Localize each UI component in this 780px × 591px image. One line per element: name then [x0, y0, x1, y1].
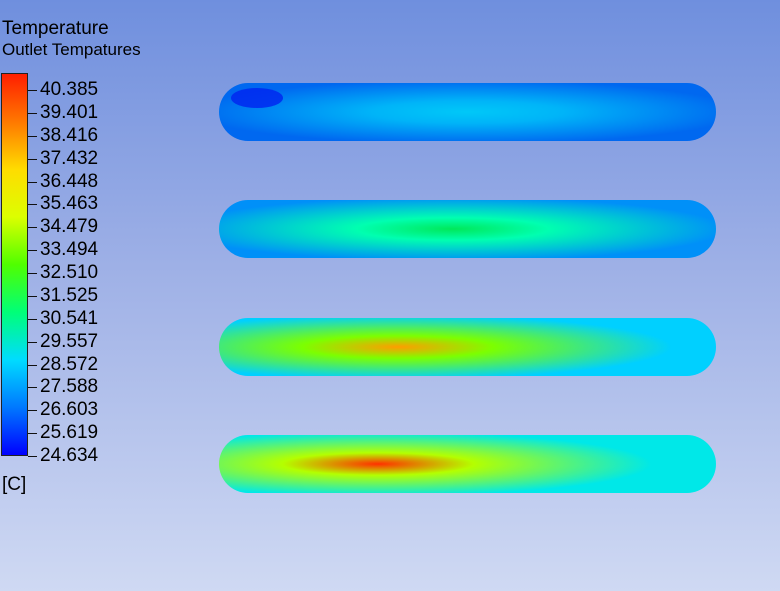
scale-tick-label: 32.510 — [40, 262, 99, 283]
scale-tick-mark — [28, 136, 37, 137]
scale-tick-mark — [28, 410, 37, 411]
scale-tick-mark — [28, 250, 37, 251]
scale-tick-label: 40.385 — [40, 79, 99, 100]
scale-tick-mark — [28, 204, 37, 205]
scale-tick-mark — [28, 159, 37, 160]
scale-tick-mark — [28, 365, 37, 366]
scale-tick-label: 26.603 — [40, 399, 99, 420]
color-scale-ticks: 40.385 39.401 38.416 37.432 36.448 35.463 34.4… — [0, 0, 120, 591]
legend-unit: [C] — [2, 474, 27, 495]
scale-tick-label: 38.416 — [40, 125, 99, 146]
legend-title: Temperature — [2, 18, 109, 39]
scale-tick-mark — [28, 227, 37, 228]
outlet-1-contour — [219, 83, 716, 141]
scale-tick-mark — [28, 90, 37, 91]
scale-tick-label: 24.634 — [40, 445, 99, 466]
scale-tick-mark — [28, 182, 37, 183]
scale-tick-label: 33.494 — [40, 239, 99, 260]
scale-tick-mark — [28, 387, 37, 388]
scale-tick-mark — [28, 273, 37, 274]
scale-tick-label: 31.525 — [40, 285, 99, 306]
outlet-3-contour — [219, 318, 716, 376]
scale-tick-label: 25.619 — [40, 422, 99, 443]
outlet-4-contour — [219, 435, 716, 493]
scale-tick-mark — [28, 456, 37, 457]
outlet-1-cold-spot — [231, 88, 283, 108]
scale-tick-label: 36.448 — [40, 171, 99, 192]
scale-tick-label: 35.463 — [40, 193, 99, 214]
scale-tick-label: 30.541 — [40, 308, 99, 329]
legend-subtitle: Outlet Tempatures — [2, 40, 141, 59]
scale-tick-label: 37.432 — [40, 148, 99, 169]
scale-tick-mark — [28, 113, 37, 114]
scale-tick-label: 27.588 — [40, 376, 99, 397]
scale-tick-label: 29.557 — [40, 331, 99, 352]
scale-tick-mark — [28, 433, 37, 434]
outlet-2-contour — [219, 200, 716, 258]
scale-tick-mark — [28, 342, 37, 343]
scale-tick-mark — [28, 296, 37, 297]
scale-tick-label: 28.572 — [40, 354, 99, 375]
color-scale-bar — [1, 73, 28, 456]
scale-tick-label: 34.479 — [40, 216, 99, 237]
scale-tick-mark — [28, 319, 37, 320]
scale-tick-label: 39.401 — [40, 102, 99, 123]
